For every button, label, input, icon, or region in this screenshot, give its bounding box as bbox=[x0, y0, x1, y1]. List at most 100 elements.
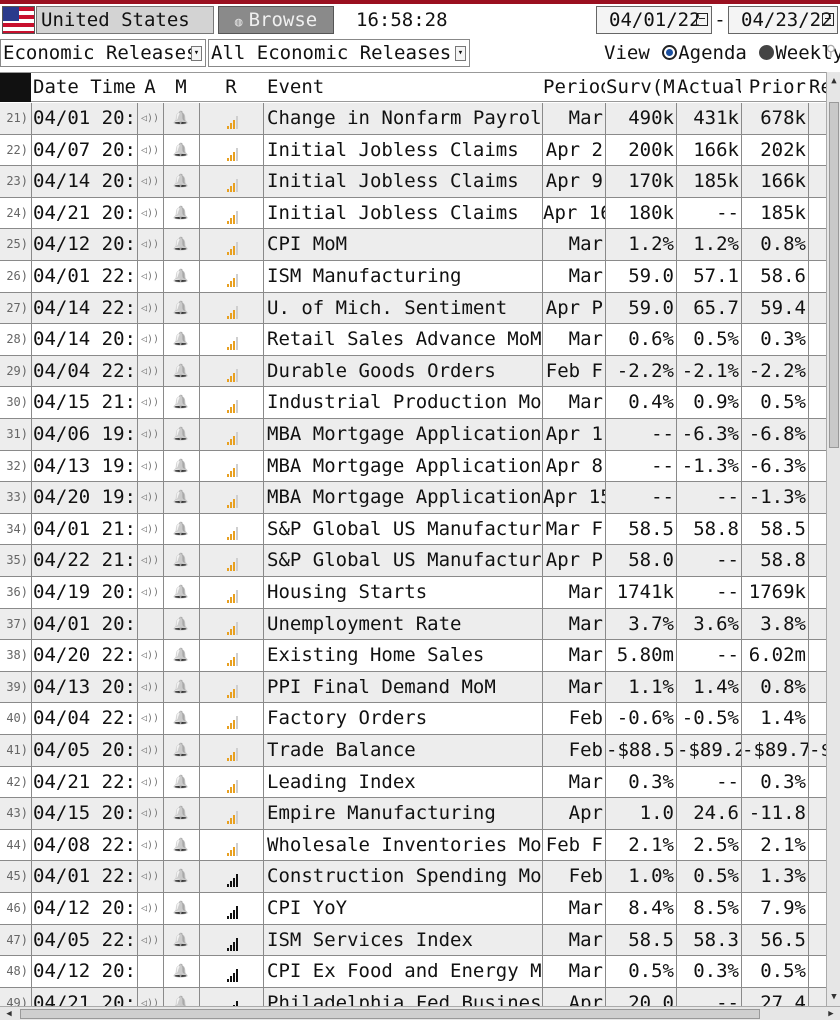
bell-icon[interactable]: 🔔 bbox=[172, 427, 190, 442]
table-row[interactable]: 23) 04/14 20:30 ◁)) 🔔 Initial Jobless Claims… bbox=[0, 166, 826, 198]
speaker-icon[interactable]: ◁)) bbox=[140, 523, 160, 535]
bell-icon[interactable]: 🔔 bbox=[172, 743, 190, 758]
row-event[interactable]: S&P Global US Manufacturing P… bbox=[267, 549, 541, 572]
bell-icon[interactable]: 🔔 bbox=[172, 111, 190, 126]
table-row[interactable]: 27) 04/14 22:00 ◁)) 🔔 U. of Mich. Sentiment A… bbox=[0, 292, 826, 325]
bell-icon[interactable]: 🔔 bbox=[172, 142, 190, 158]
table-row[interactable]: 42) 04/21 22:00 ◁)) 🔔 Leading Index Mar 0.3% --… bbox=[0, 766, 826, 799]
col-m[interactable]: M bbox=[175, 76, 187, 98]
table-row[interactable]: 35) 04/22 21:45 ◁)) 🔔 S&P Global US Manufact… bbox=[0, 545, 826, 577]
speaker-icon[interactable]: ◁)) bbox=[140, 903, 160, 914]
row-event[interactable]: PPI Final Demand MoM bbox=[267, 675, 496, 698]
row-event[interactable]: Industrial Production MoM bbox=[267, 391, 541, 414]
bell-icon[interactable]: 🔔 bbox=[172, 964, 190, 980]
bell-icon[interactable]: 🔔 bbox=[172, 269, 190, 284]
agenda-label[interactable]: Agenda bbox=[678, 42, 747, 64]
row-event[interactable]: MBA Mortgage Applications bbox=[267, 454, 541, 477]
bell-icon[interactable]: 🔔 bbox=[172, 837, 190, 853]
table-row[interactable]: 36) 04/19 20:30 ◁)) 🔔 Housing Starts Mar 1741k… bbox=[0, 577, 826, 609]
agenda-radio[interactable] bbox=[662, 45, 678, 60]
table-row[interactable]: 40) 04/04 22:00 ◁)) 🔔 Factory Orders Feb -0.6%… bbox=[0, 703, 826, 735]
speaker-icon[interactable]: ◁)) bbox=[140, 176, 160, 188]
row-event[interactable]: MBA Mortgage Applications bbox=[267, 486, 541, 509]
speaker-icon[interactable]: ◁)) bbox=[140, 144, 160, 156]
speaker-icon[interactable]: ◁)) bbox=[140, 365, 160, 377]
scroll-down-icon[interactable]: ▼ bbox=[831, 992, 837, 1002]
browse-button[interactable]: ◍ Browse bbox=[218, 6, 334, 34]
row-event[interactable]: Durable Goods Orders bbox=[267, 359, 496, 382]
row-event[interactable]: CPI MoM bbox=[267, 233, 348, 256]
table-row[interactable]: 24) 04/21 20:30 ◁)) 🔔 Initial Jobless Claims… bbox=[0, 197, 826, 230]
date-from-field[interactable]: 04/01/22 bbox=[596, 6, 712, 34]
col-prior[interactable]: Prior bbox=[748, 76, 806, 98]
speaker-icon[interactable]: ◁)) bbox=[140, 239, 160, 251]
row-event[interactable]: U. of Mich. Sentiment bbox=[267, 296, 508, 319]
speaker-icon[interactable]: ◁)) bbox=[140, 713, 160, 725]
bell-icon[interactable]: 🔔 bbox=[172, 679, 190, 695]
date-to-field[interactable]: 04/23/22 bbox=[728, 6, 838, 34]
bell-icon[interactable]: 🔔 bbox=[172, 237, 190, 253]
table-row[interactable]: 32) 04/13 19:00 ◁)) 🔔 MBA Mortgage Applicati… bbox=[0, 450, 826, 483]
speaker-icon[interactable]: ◁)) bbox=[140, 429, 160, 440]
bell-icon[interactable]: 🔔 bbox=[172, 869, 190, 885]
dropdown-arrow-icon[interactable]: ▾ bbox=[455, 46, 466, 61]
row-event[interactable]: Construction Spending MoM bbox=[267, 865, 541, 888]
bell-icon[interactable]: 🔔 bbox=[172, 205, 190, 221]
col-period[interactable]: Period bbox=[543, 76, 605, 98]
table-row[interactable]: 31) 04/06 19:00 ◁)) 🔔 MBA Mortgage Applicati… bbox=[0, 419, 826, 451]
row-event[interactable]: Housing Starts bbox=[267, 581, 428, 603]
calendar-icon[interactable] bbox=[696, 13, 708, 26]
row-event[interactable]: Philadelphia Fed Business Outl… bbox=[267, 991, 541, 1006]
col-revised[interactable]: Re bbox=[809, 76, 826, 98]
table-row[interactable]: 46) 04/12 20:30 ◁)) 🔔 CPI YoY Mar 8.4% 8.5% 7.9% bbox=[0, 893, 826, 925]
row-event[interactable]: Initial Jobless Claims bbox=[267, 170, 519, 193]
bell-icon[interactable]: 🔔 bbox=[172, 363, 190, 379]
speaker-icon[interactable]: ◁)) bbox=[140, 302, 160, 314]
speaker-icon[interactable]: ◁)) bbox=[140, 776, 160, 788]
scroll-left-icon[interactable]: ◀ bbox=[6, 1009, 12, 1019]
speaker-icon[interactable]: ◁)) bbox=[140, 681, 160, 693]
table-row[interactable]: 48) 04/12 20:30 🔔 CPI Ex Food and Energy Mo… bbox=[0, 956, 826, 988]
speaker-icon[interactable]: ◁)) bbox=[140, 871, 160, 883]
row-event[interactable]: Wholesale Inventories MoM bbox=[267, 833, 541, 856]
scroll-thumb[interactable] bbox=[829, 102, 839, 448]
speaker-icon[interactable]: ◁)) bbox=[140, 334, 160, 346]
table-row[interactable]: 44) 04/08 22:00 ◁)) 🔔 Wholesale Inventories … bbox=[0, 829, 826, 862]
col-a[interactable]: A bbox=[144, 76, 156, 98]
bell-icon[interactable]: 🔔 bbox=[172, 553, 190, 569]
bell-icon[interactable]: 🔔 bbox=[172, 711, 190, 727]
row-event[interactable]: Change in Nonfarm Payrolls bbox=[267, 107, 541, 129]
table-row[interactable]: 49) 04/21 20:30 ◁)) 🔔 Philadelphia Fed Busin… bbox=[0, 987, 826, 1006]
table-row[interactable]: 29) 04/04 22:00 ◁)) 🔔 Durable Goods Orders Fe… bbox=[0, 355, 826, 388]
bell-icon[interactable]: 🔔 bbox=[172, 458, 190, 474]
bell-icon[interactable]: 🔔 bbox=[172, 648, 190, 664]
speaker-icon[interactable]: ◁)) bbox=[140, 839, 160, 851]
col-r[interactable]: R bbox=[225, 76, 237, 98]
bell-icon[interactable]: 🔔 bbox=[172, 332, 190, 348]
row-event[interactable]: Unemployment Rate bbox=[267, 612, 462, 635]
bell-icon[interactable]: 🔔 bbox=[172, 995, 190, 1006]
dropdown-arrow-icon[interactable]: ▾ bbox=[191, 46, 202, 61]
vertical-scrollbar[interactable]: ▲ ▼ bbox=[826, 72, 840, 1006]
table-row[interactable]: 30) 04/15 21:15 ◁)) 🔔 Industrial Production … bbox=[0, 387, 826, 419]
row-event[interactable]: Retail Sales Advance MoM bbox=[267, 328, 541, 351]
weekly-radio[interactable] bbox=[759, 45, 775, 60]
table-row[interactable]: 28) 04/14 20:30 ◁)) 🔔 Retail Sales Advance M… bbox=[0, 324, 826, 356]
row-event[interactable]: Empire Manufacturing bbox=[267, 802, 496, 825]
row-event[interactable]: Initial Jobless Claims bbox=[267, 138, 519, 161]
table-row[interactable]: 26) 04/01 22:00 ◁)) 🔔 ISM Manufacturing Mar 59… bbox=[0, 261, 826, 293]
col-actual[interactable]: Actual bbox=[677, 76, 741, 98]
table-row[interactable]: 33) 04/20 19:00 ◁)) 🔔 MBA Mortgage Applicati… bbox=[0, 482, 826, 514]
col-survey[interactable]: Surv(M) bbox=[606, 76, 676, 98]
row-event[interactable]: CPI YoY bbox=[267, 897, 348, 919]
pin-icon[interactable]: ⚲ bbox=[825, 43, 836, 59]
bell-icon[interactable]: 🔔 bbox=[172, 901, 190, 916]
bell-icon[interactable]: 🔔 bbox=[172, 521, 190, 537]
speaker-icon[interactable]: ◁)) bbox=[140, 555, 160, 567]
row-event[interactable]: S&P Global US Manufacturing P… bbox=[267, 517, 541, 540]
speaker-icon[interactable]: ◁)) bbox=[140, 492, 160, 504]
row-event[interactable]: CPI Ex Food and Energy MoM bbox=[267, 960, 541, 983]
country-select[interactable]: United States bbox=[36, 6, 214, 34]
bell-icon[interactable]: 🔔 bbox=[172, 490, 190, 506]
bell-icon[interactable]: 🔔 bbox=[172, 616, 190, 632]
